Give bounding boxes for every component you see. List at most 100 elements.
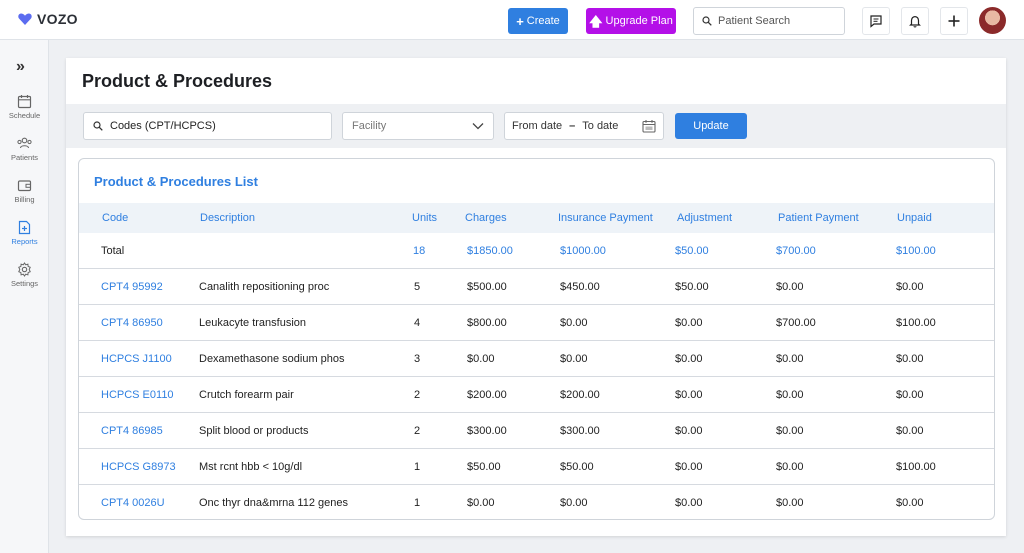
sidebar-item-billing[interactable]: Billing (0, 178, 49, 204)
total-adjustment[interactable]: $50.00 (675, 245, 709, 257)
description-cell: Mst rcnt hbb < 10g/dl (199, 461, 303, 473)
total-insurance-payment[interactable]: $1000.00 (560, 245, 606, 257)
adjustment-cell: $0.00 (675, 425, 703, 437)
charges-cell: $500.00 (467, 281, 507, 293)
code-link[interactable]: HCPCS J1100 (101, 353, 172, 365)
column-header[interactable]: Insurance Payment (558, 212, 653, 224)
codes-search-input[interactable]: Codes (CPT/HCPCS) (83, 112, 332, 140)
table-row[interactable]: HCPCS J1100 Dexamethasone sodium phos 3 $0.… (79, 341, 994, 377)
insurance-payment-cell: $200.00 (560, 389, 600, 401)
patient-payment-cell: $0.00 (776, 461, 804, 473)
charges-cell: $50.00 (467, 461, 501, 473)
insurance-payment-cell: $50.00 (560, 461, 594, 473)
users-icon (17, 137, 32, 149)
column-header[interactable]: Units (412, 212, 438, 224)
table-row[interactable]: CPT4 95992 Canalith repositioning proc 5 $5… (79, 269, 994, 305)
facility-select[interactable]: Facility (342, 112, 494, 140)
adjustment-cell: $0.00 (675, 353, 703, 365)
code-link[interactable]: CPT4 86985 (101, 425, 163, 437)
table-row[interactable]: CPT4 86985 Split blood or products 2 $300.0… (79, 413, 994, 449)
column-header[interactable]: Patient Payment (778, 212, 859, 224)
total-units[interactable]: 18 (413, 245, 426, 257)
filter-bar: Codes (CPT/HCPCS) Facility From date – T… (66, 104, 1006, 148)
sidebar-item-label: Billing (14, 195, 35, 204)
sidebar-item-patients[interactable]: Patients (0, 136, 49, 162)
table-header: Code Description Units Charges Insurance… (79, 203, 994, 233)
search-icon (93, 121, 103, 131)
date-range-picker[interactable]: From date – To date (504, 112, 664, 140)
notifications-button[interactable] (901, 7, 929, 35)
plus-icon: + (516, 13, 524, 29)
chevron-down-icon (472, 123, 484, 130)
total-unpaid[interactable]: $100.00 (896, 245, 936, 257)
calendar-icon (17, 95, 32, 109)
description-cell: Leukacyte transfusion (199, 317, 307, 329)
insurance-payment-cell: $0.00 (560, 317, 588, 329)
sidebar-item-schedule[interactable]: Schedule (0, 94, 49, 120)
patient-payment-cell: $0.00 (776, 497, 804, 509)
total-charges[interactable]: $1850.00 (467, 245, 513, 257)
units-cell: 2 (414, 389, 421, 401)
logo[interactable]: VOZO (17, 11, 78, 27)
sidebar-item-settings[interactable]: Settings (0, 262, 49, 288)
code-link[interactable]: CPT4 0026U (101, 497, 165, 509)
to-date-input[interactable]: To date (582, 120, 619, 132)
main-panel: Product & Procedures Codes (CPT/HCPCS) F… (66, 58, 1006, 536)
facility-placeholder: Facility (352, 120, 387, 132)
units-cell: 3 (414, 353, 421, 365)
code-link[interactable]: HCPCS E0110 (101, 389, 174, 401)
arrow-up-icon: 🡅 (589, 13, 603, 29)
patient-search-input[interactable]: Patient Search (693, 7, 845, 35)
search-icon (702, 16, 712, 26)
column-header[interactable]: Adjustment (677, 212, 733, 224)
sidebar-item-label: Patients (10, 153, 39, 162)
column-header[interactable]: Code (102, 212, 129, 224)
adjustment-cell: $50.00 (675, 281, 709, 293)
add-button[interactable] (940, 7, 968, 35)
unpaid-cell: $100.00 (896, 461, 936, 473)
date-separator: – (569, 120, 576, 132)
sidebar: » Schedule Patients Billing (0, 40, 49, 553)
total-patient-payment[interactable]: $700.00 (776, 245, 816, 257)
chat-icon (870, 15, 882, 28)
table-row[interactable]: CPT4 86950 Leukacyte transfusion 4 $800.00 $… (79, 305, 994, 341)
sidebar-item-reports[interactable]: Reports (0, 220, 49, 246)
messages-button[interactable] (862, 7, 890, 35)
charges-cell: $800.00 (467, 317, 507, 329)
calendar-icon[interactable] (642, 119, 656, 133)
description-cell: Split blood or products (199, 425, 309, 437)
create-button[interactable]: + Create (508, 8, 568, 34)
code-link[interactable]: CPT4 95992 (101, 281, 163, 293)
plus-icon (948, 15, 960, 27)
logo-text: VOZO (37, 11, 78, 27)
expand-sidebar-icon[interactable]: » (16, 58, 25, 75)
product-procedures-list: Product & Procedures List Code Descripti… (78, 158, 995, 520)
column-header[interactable]: Charges (465, 212, 507, 224)
unpaid-cell: $0.00 (896, 425, 924, 437)
insurance-payment-cell: $300.00 (560, 425, 600, 437)
table-row[interactable]: CPT4 0026U Onc thyr dna&mrna 112 genes 1 $0… (79, 485, 994, 519)
code-link[interactable]: HCPCS G8973 (101, 461, 176, 473)
total-row: Total 18 $1850.00 $1000.00 $50.00 $700.0… (79, 233, 994, 269)
upgrade-plan-button[interactable]: 🡅 Upgrade Plan (586, 8, 676, 34)
column-header[interactable]: Unpaid (897, 212, 932, 224)
table-row[interactable]: HCPCS E0110 Crutch forearm pair 2 $200.00 $2… (79, 377, 994, 413)
unpaid-cell: $100.00 (896, 317, 936, 329)
adjustment-cell: $0.00 (675, 461, 703, 473)
sidebar-item-label: Reports (11, 237, 38, 246)
charges-cell: $0.00 (467, 353, 495, 365)
from-date-input[interactable]: From date (512, 120, 563, 132)
units-cell: 1 (414, 461, 421, 473)
charges-cell: $300.00 (467, 425, 507, 437)
table-row[interactable]: HCPCS G8973 Mst rcnt hbb < 10g/dl 1 $50.00 $… (79, 449, 994, 485)
column-header[interactable]: Description (200, 212, 256, 224)
insurance-payment-cell: $450.00 (560, 281, 600, 293)
code-link[interactable]: CPT4 86950 (101, 317, 163, 329)
description-cell: Canalith repositioning proc (199, 281, 330, 293)
user-avatar[interactable] (979, 7, 1006, 34)
wallet-icon (17, 180, 32, 192)
description-cell: Dexamethasone sodium phos (199, 353, 345, 365)
total-label: Total (101, 245, 125, 257)
insurance-payment-cell: $0.00 (560, 353, 588, 365)
update-button[interactable]: Update (675, 113, 747, 139)
